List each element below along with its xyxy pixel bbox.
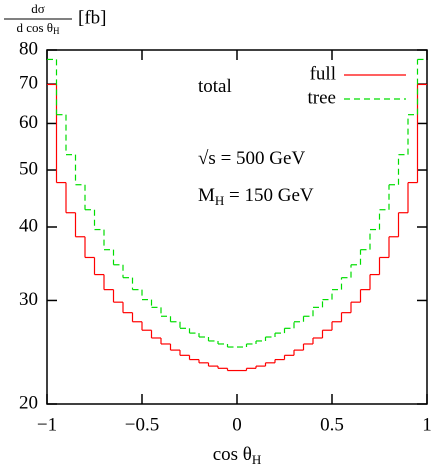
y-tick-label: 40 [19,215,38,236]
annotation-sub: H [215,193,224,208]
y-tick-label: 20 [19,392,38,413]
annotation: MH = 150 GeV [198,185,314,208]
y-label-unit: [fb] [78,7,106,28]
y-tick-label: 80 [19,38,38,59]
annotation-text: M [198,185,215,206]
y-label-numerator: dσ [31,1,45,16]
plot-frame [46,49,428,405]
y-tick-label: 50 [19,158,38,179]
x-tick-label: 0 [232,414,242,435]
x-tick-label: −0.5 [125,414,159,435]
annotation: total [198,76,232,97]
y-tick-label: 60 [19,112,38,133]
annotation-text: = 150 GeV [224,185,314,206]
legend-label: full [310,63,336,84]
x-label-text: cos θ [213,444,252,465]
x-tick-label: −1 [37,414,57,435]
y-label-denominator-text: d cos θ [16,20,53,35]
x-label: cos θH [213,444,262,467]
y-label-denominator-sub: H [53,26,60,36]
legend-label: tree [308,87,336,108]
x-tick-label: 1 [422,414,432,435]
y-tick-label: 70 [19,72,38,93]
x-tick-label: 0.5 [320,414,344,435]
y-label-denominator: d cos θH [16,20,60,36]
x-label-sub: H [252,452,261,467]
annotation-text: √s = 500 GeV [198,148,305,169]
annotation: √s = 500 GeV [198,148,305,169]
annotation-text: total [198,76,232,97]
y-tick-label: 30 [19,289,38,310]
